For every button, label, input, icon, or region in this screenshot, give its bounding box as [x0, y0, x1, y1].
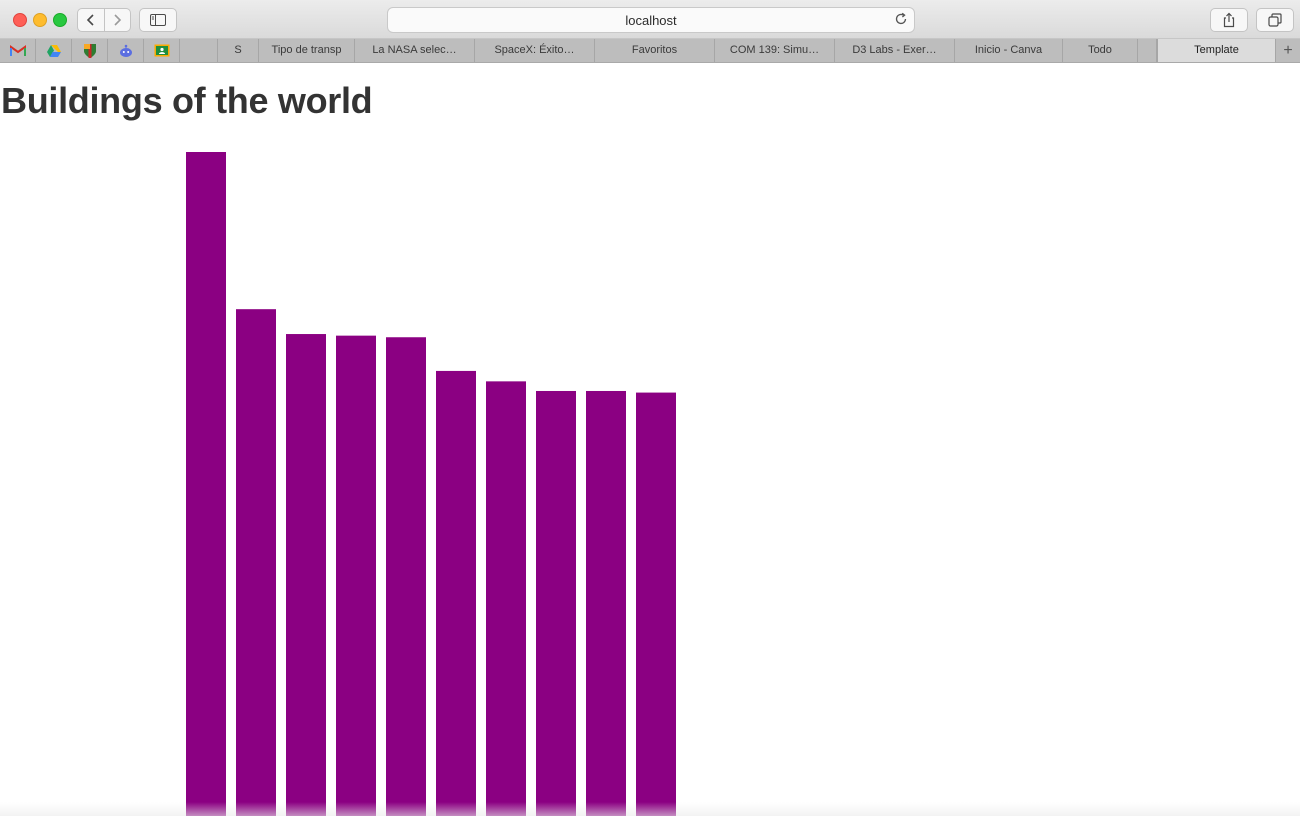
- history-nav-group: [77, 8, 131, 32]
- bar-2: [236, 309, 276, 816]
- tab-overview-button[interactable]: [1256, 8, 1294, 32]
- browser-titlebar: localhost: [0, 0, 1300, 39]
- bar-9: [586, 390, 626, 816]
- share-button[interactable]: [1210, 8, 1248, 32]
- tab-pinned-gmail[interactable]: [0, 39, 36, 62]
- bar-4: [336, 335, 376, 816]
- sidebar-icon: [150, 14, 166, 26]
- address-bar[interactable]: localhost: [387, 7, 915, 33]
- maximize-window-button[interactable]: [53, 13, 67, 27]
- tab[interactable]: COM 139: Simu…: [715, 39, 835, 62]
- google-classroom-icon: [154, 44, 169, 57]
- bar-chart: [186, 152, 676, 816]
- bar-8: [536, 390, 576, 816]
- tab-pinned-drive[interactable]: [36, 39, 72, 62]
- tab-strip: S Tipo de transp La NASA selec… SpaceX: …: [0, 39, 1300, 63]
- reddit-icon: [119, 44, 132, 57]
- tab[interactable]: Favoritos: [595, 39, 715, 62]
- shield-crest-icon: [83, 43, 96, 58]
- tab[interactable]: Todo: [1063, 39, 1138, 62]
- tab[interactable]: Inicio - Canva: [955, 39, 1063, 62]
- tab[interactable]: S: [218, 39, 259, 62]
- tab[interactable]: Tipo de transp: [259, 39, 355, 62]
- bar-3: [286, 334, 326, 816]
- tab-pinned-classroom[interactable]: [144, 39, 180, 62]
- bar-1: [186, 152, 226, 816]
- back-button[interactable]: [78, 9, 104, 31]
- bar-10: [636, 392, 676, 816]
- close-window-button[interactable]: [13, 13, 27, 27]
- tab-pinned-reddit[interactable]: [108, 39, 144, 62]
- reload-icon[interactable]: [894, 12, 908, 26]
- tab[interactable]: SpaceX: Éxito…: [475, 39, 595, 62]
- share-icon: [1223, 12, 1235, 28]
- sidebar-toggle-button[interactable]: [139, 8, 177, 32]
- tab[interactable]: La NASA selec…: [355, 39, 475, 62]
- google-drive-icon: [46, 44, 61, 57]
- tab-overview-icon: [1268, 13, 1282, 27]
- tab-active[interactable]: Template: [1157, 39, 1276, 62]
- chevron-left-icon: [86, 14, 94, 26]
- tab[interactable]: D3 Labs - Exer…: [835, 39, 955, 62]
- page-title: Buildings of the world: [1, 80, 373, 121]
- forward-button[interactable]: [103, 9, 131, 31]
- tab-pinned-crest[interactable]: [72, 39, 108, 62]
- tab[interactable]: [1138, 39, 1157, 62]
- gmail-icon: [9, 44, 26, 56]
- minimize-window-button[interactable]: [33, 13, 47, 27]
- bar-6: [436, 370, 476, 816]
- chevron-right-icon: [114, 14, 122, 26]
- url-text: localhost: [625, 12, 677, 28]
- bar-7: [486, 381, 526, 816]
- tab-pinned-blank[interactable]: [180, 39, 218, 62]
- bar-5: [386, 337, 426, 816]
- new-tab-button[interactable]: +: [1283, 41, 1293, 59]
